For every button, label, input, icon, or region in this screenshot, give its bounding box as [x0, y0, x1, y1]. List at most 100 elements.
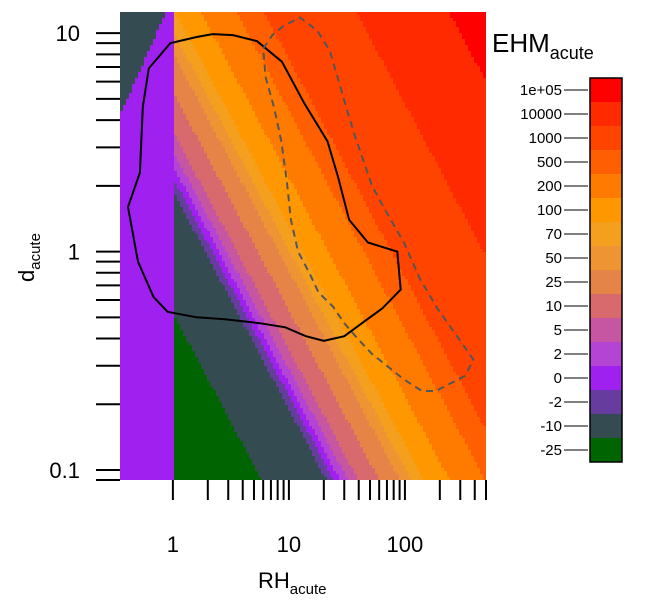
heat-cell — [459, 39, 463, 43]
heat-cell — [168, 75, 172, 79]
heat-cell — [405, 102, 409, 106]
heat-cell — [462, 96, 466, 100]
heat-cell — [366, 21, 370, 25]
heat-cell — [402, 117, 406, 121]
heat-cell — [405, 117, 409, 121]
heat-cell — [201, 105, 205, 109]
heat-cell — [318, 84, 322, 88]
heat-cell — [180, 114, 184, 118]
heat-cell — [336, 15, 340, 19]
heat-cell — [138, 66, 142, 70]
heat-cell — [306, 99, 310, 103]
heat-cell — [357, 129, 361, 133]
heat-cell — [132, 126, 136, 130]
heat-cell — [240, 93, 244, 97]
heat-cell — [180, 21, 184, 25]
heat-cell — [270, 48, 274, 52]
heat-cell — [243, 48, 247, 52]
heat-cell — [291, 42, 295, 46]
heat-cell — [411, 114, 415, 118]
heat-cell — [429, 78, 433, 82]
heat-cell — [342, 12, 346, 16]
heat-cell — [435, 114, 439, 118]
heat-cell — [174, 66, 178, 70]
heat-cell — [351, 69, 355, 73]
heat-cell — [276, 21, 280, 25]
heat-cell — [153, 99, 157, 103]
heat-cell — [126, 96, 130, 100]
heat-cell — [213, 93, 217, 97]
heat-cell — [423, 18, 427, 22]
heat-cell — [447, 75, 451, 79]
heat-cell — [261, 81, 265, 85]
heat-cell — [297, 30, 301, 34]
heat-cell — [315, 42, 319, 46]
heat-cell — [420, 45, 424, 49]
heat-cell — [453, 36, 457, 40]
heat-cell — [186, 21, 190, 25]
heat-cell — [471, 102, 475, 106]
heat-cell — [381, 72, 385, 76]
heat-cell — [450, 78, 454, 82]
heat-cell — [348, 15, 352, 19]
heat-cell — [213, 30, 217, 34]
heat-cell — [159, 129, 163, 133]
heat-cell — [276, 120, 280, 124]
heat-cell — [396, 21, 400, 25]
heat-cell — [195, 123, 199, 127]
heat-cell — [456, 81, 460, 85]
heat-cell — [174, 54, 178, 58]
heat-cell — [237, 84, 241, 88]
heat-cell — [408, 15, 412, 19]
heat-cell — [270, 63, 274, 67]
heat-cell — [375, 18, 379, 22]
heat-cell — [423, 96, 427, 100]
heat-cell — [306, 66, 310, 70]
heat-cell — [282, 120, 286, 124]
heat-cell — [153, 81, 157, 85]
heat-cell — [399, 120, 403, 124]
heat-cell — [390, 129, 394, 133]
heat-cell — [159, 36, 163, 40]
heat-cell — [327, 129, 331, 133]
heat-cell — [450, 39, 454, 43]
heat-cell — [306, 105, 310, 109]
heat-cell — [294, 111, 298, 115]
heat-cell — [300, 57, 304, 61]
heat-cell — [189, 24, 193, 28]
heat-cell — [396, 66, 400, 70]
heat-cell — [453, 129, 457, 133]
heat-cell — [315, 99, 319, 103]
heat-cell — [192, 93, 196, 97]
heat-cell — [309, 66, 313, 70]
heat-cell — [288, 15, 292, 19]
heat-cell — [306, 96, 310, 100]
heat-cell — [456, 33, 460, 37]
heat-cell — [123, 81, 127, 85]
heat-cell — [225, 105, 229, 109]
heat-cell — [444, 51, 448, 55]
heat-cell — [432, 12, 436, 16]
heat-cell — [408, 126, 412, 130]
heat-cell — [195, 12, 199, 16]
heat-cell — [420, 108, 424, 112]
heat-cell — [207, 117, 211, 121]
heat-cell — [183, 111, 187, 115]
heat-cell — [156, 21, 160, 25]
heat-cell — [327, 126, 331, 130]
heat-cell — [123, 51, 127, 55]
heat-cell — [303, 36, 307, 40]
heat-cell — [165, 87, 169, 91]
heat-cell — [240, 120, 244, 124]
heat-cell — [474, 75, 478, 79]
heat-cell — [258, 114, 262, 118]
heat-cell — [318, 75, 322, 79]
heat-cell — [450, 123, 454, 127]
heat-cell — [369, 45, 373, 49]
heat-cell — [210, 12, 214, 16]
heat-cell — [249, 36, 253, 40]
heat-cell — [171, 129, 175, 133]
heat-cell — [399, 105, 403, 109]
heat-cell — [480, 39, 484, 43]
heat-cell — [255, 117, 259, 121]
